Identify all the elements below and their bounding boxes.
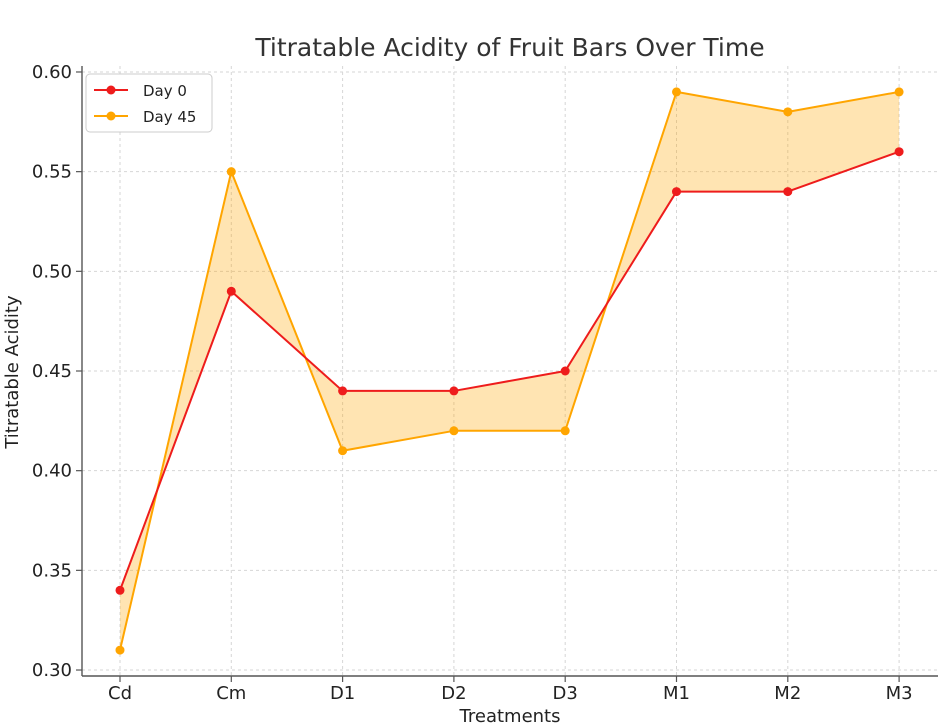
legend: Day 0 Day 45	[85, 73, 213, 133]
data-point-day-0	[894, 147, 904, 157]
x-tick-label: D1	[330, 683, 355, 704]
x-tick-label: Cd	[108, 683, 132, 704]
data-point-day-0	[672, 187, 681, 197]
data-point-day-45	[115, 645, 125, 655]
series-line-day-0	[119, 150, 900, 591]
data-point-day-0	[338, 386, 348, 396]
y-tick-label: 0.50	[32, 261, 72, 282]
series-layer	[115, 87, 904, 655]
data-point-day-45	[449, 426, 459, 436]
tick-layer: 0.30 0.35 0.40 0.45 0.50 0.55 0.60 Cd Cm D1 D2 D3 M1…	[32, 62, 913, 704]
fill-between-area	[120, 91, 900, 651]
y-tick-label: 0.45	[32, 361, 72, 382]
data-point-day-45	[226, 167, 236, 177]
data-point-day-45	[560, 426, 570, 436]
x-tick-label: Cm	[216, 683, 246, 704]
legend-frame	[85, 73, 213, 133]
data-point-day-45	[894, 87, 904, 97]
data-point-day-0	[783, 187, 793, 197]
y-tick-label: 0.40	[32, 461, 72, 482]
data-point-day-45	[783, 107, 793, 117]
x-axis-label: Treatments	[459, 706, 561, 726]
series-line-day-45	[119, 90, 900, 651]
x-tick-label: M1	[663, 683, 690, 704]
data-point-day-45	[672, 87, 681, 97]
legend-marker-day-0	[106, 85, 116, 95]
x-tick-label: M3	[886, 683, 913, 704]
y-axis-label: Titratable Acidity	[2, 295, 23, 450]
legend-label-day-45: Day 45	[143, 108, 196, 126]
y-tick-label: 0.55	[32, 162, 72, 183]
x-tick-label: M2	[774, 683, 801, 704]
chart-title: Titratable Acidity of Fruit Bars Over Ti…	[254, 33, 764, 62]
x-tick-label: D2	[441, 683, 466, 704]
x-tick-label: D3	[553, 683, 578, 704]
grid-layer	[82, 66, 938, 676]
data-point-day-0	[226, 286, 236, 296]
legend-label-day-0: Day 0	[143, 82, 187, 100]
data-point-day-0	[115, 585, 125, 595]
data-point-day-0	[449, 386, 459, 396]
legend-marker-day-45	[106, 111, 116, 121]
y-tick-label: 0.60	[32, 62, 72, 83]
data-point-day-0	[560, 366, 570, 376]
y-tick-label: 0.30	[32, 660, 72, 681]
y-tick-label: 0.35	[32, 560, 72, 581]
data-point-day-45	[338, 446, 348, 456]
